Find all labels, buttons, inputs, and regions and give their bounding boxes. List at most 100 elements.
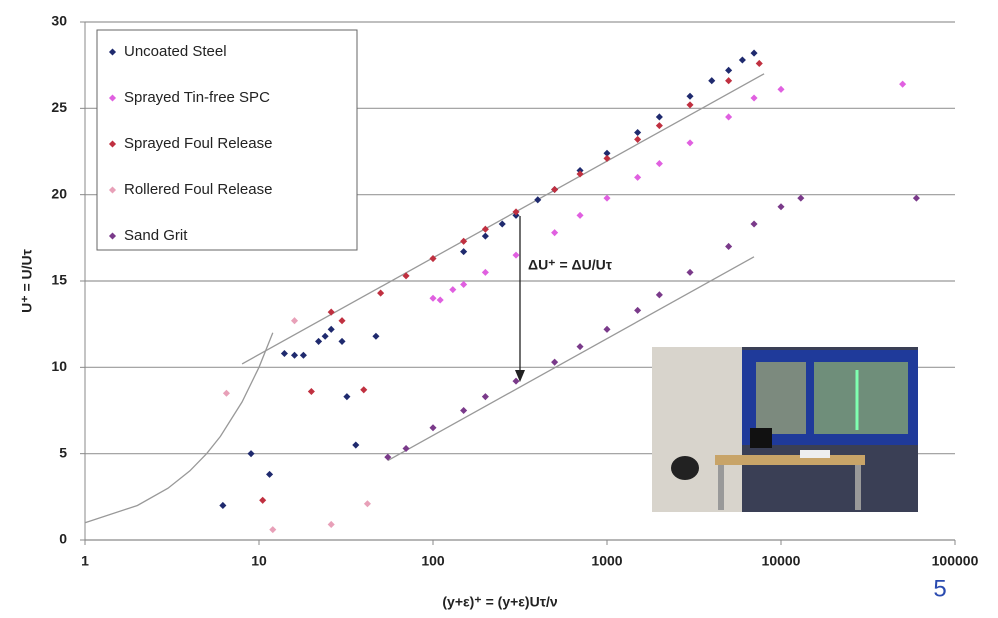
data-point bbox=[655, 113, 663, 121]
data-point bbox=[363, 500, 371, 508]
data-point bbox=[551, 185, 559, 194]
data-point bbox=[429, 424, 437, 432]
data-point bbox=[708, 77, 716, 85]
data-point bbox=[449, 286, 457, 294]
data-point bbox=[686, 101, 694, 109]
data-point bbox=[327, 325, 335, 333]
data-point bbox=[481, 268, 489, 276]
legend-marker bbox=[108, 186, 117, 194]
y-tick-label: 5 bbox=[59, 444, 67, 460]
data-point bbox=[686, 268, 694, 276]
data-point bbox=[686, 92, 694, 100]
y-tick-label: 25 bbox=[51, 99, 67, 115]
data-point bbox=[481, 232, 489, 240]
data-point bbox=[436, 296, 444, 304]
data-point bbox=[755, 59, 763, 67]
page-number: 5 bbox=[933, 575, 946, 602]
data-point bbox=[750, 94, 758, 102]
x-tick-label: 1 bbox=[81, 553, 89, 569]
data-point bbox=[460, 237, 468, 245]
data-point bbox=[634, 135, 642, 143]
data-point bbox=[321, 332, 329, 340]
data-point bbox=[551, 358, 559, 366]
data-point bbox=[750, 220, 758, 228]
data-point bbox=[725, 113, 733, 121]
data-point bbox=[327, 308, 335, 316]
data-point bbox=[686, 139, 694, 147]
data-point bbox=[725, 66, 733, 74]
data-point bbox=[899, 80, 907, 88]
legend-label: Uncoated Steel bbox=[124, 43, 227, 60]
legend-label: Sprayed Tin-free SPC bbox=[124, 89, 270, 106]
data-point bbox=[634, 173, 642, 181]
data-point bbox=[307, 387, 315, 396]
data-point bbox=[725, 242, 733, 251]
y-tick-label: 10 bbox=[51, 358, 67, 374]
data-point bbox=[481, 393, 489, 401]
data-point bbox=[777, 85, 785, 93]
data-point bbox=[576, 211, 584, 219]
data-point bbox=[498, 220, 506, 228]
data-point bbox=[460, 248, 468, 256]
data-point bbox=[315, 337, 323, 345]
data-point bbox=[290, 351, 299, 359]
reference-line bbox=[387, 256, 755, 462]
legend-label: Rollered Foul Release bbox=[124, 181, 272, 198]
data-point bbox=[512, 377, 520, 385]
data-point bbox=[738, 56, 746, 64]
data-point bbox=[327, 520, 335, 528]
y-tick-label: 15 bbox=[51, 272, 67, 288]
data-point bbox=[269, 526, 277, 534]
legend-marker bbox=[108, 232, 117, 240]
legend-box bbox=[96, 29, 358, 251]
data-point bbox=[655, 122, 663, 130]
y-tick-label: 30 bbox=[51, 13, 67, 29]
data-point bbox=[338, 337, 346, 345]
data-point bbox=[460, 406, 468, 415]
data-point bbox=[429, 255, 437, 263]
data-point bbox=[534, 196, 542, 204]
data-point bbox=[655, 160, 663, 168]
x-tick-label: 100000 bbox=[932, 553, 979, 569]
data-point bbox=[290, 317, 299, 325]
data-point bbox=[280, 349, 288, 358]
legend-marker bbox=[108, 94, 117, 102]
data-point bbox=[247, 450, 255, 458]
data-point bbox=[603, 194, 611, 202]
data-point bbox=[576, 343, 584, 351]
data-point bbox=[750, 49, 758, 57]
data-point bbox=[352, 441, 360, 449]
data-point bbox=[360, 386, 368, 394]
data-point bbox=[634, 306, 642, 314]
x-tick-label: 100 bbox=[421, 553, 445, 569]
annotation: ΔU⁺ = ΔU/Uτ bbox=[528, 257, 613, 273]
annotation-arrow bbox=[515, 216, 525, 382]
reference-line bbox=[84, 332, 274, 524]
data-point bbox=[429, 294, 437, 302]
x-tick-label: 10000 bbox=[762, 553, 801, 569]
data-point bbox=[797, 194, 805, 202]
data-point bbox=[481, 225, 489, 233]
data-point bbox=[460, 280, 468, 288]
legend-label: Sand Grit bbox=[124, 227, 188, 244]
x-axis-label: (y+ε)⁺ = (y+ε)Uτ/ν bbox=[442, 594, 557, 610]
y-axis-label: U⁺ = U/Uτ bbox=[19, 248, 35, 313]
data-point bbox=[551, 229, 559, 237]
reference-line bbox=[241, 73, 765, 365]
data-point bbox=[384, 453, 392, 461]
data-point bbox=[655, 291, 663, 299]
legend-label: Sprayed Foul Release bbox=[124, 135, 272, 152]
data-point bbox=[512, 251, 520, 259]
data-point bbox=[603, 149, 611, 157]
x-tick-label: 10 bbox=[251, 553, 267, 569]
data-point bbox=[777, 203, 785, 211]
data-point bbox=[603, 154, 611, 162]
x-tick-label: 1000 bbox=[591, 553, 622, 569]
data-point bbox=[259, 496, 267, 504]
data-point bbox=[512, 208, 520, 216]
data-point bbox=[222, 389, 230, 397]
y-tick-label: 0 bbox=[59, 531, 67, 547]
photo-inset bbox=[652, 347, 918, 512]
y-tick-label: 20 bbox=[51, 185, 67, 201]
